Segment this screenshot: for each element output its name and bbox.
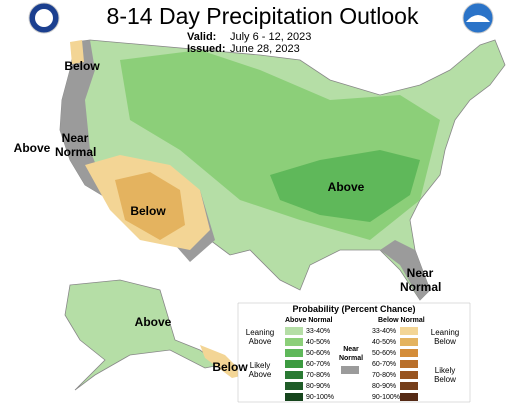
legend-swatch (400, 382, 418, 390)
near-normal-fl (380, 240, 430, 300)
legend-range: 60-70% (372, 361, 397, 368)
map-label: Above (134, 315, 172, 329)
legend-swatch (285, 371, 303, 379)
legend-header: Below Normal (378, 317, 425, 324)
legend-swatch (400, 371, 418, 379)
legend-header: Above Normal (285, 317, 333, 324)
legend-swatch (400, 349, 418, 357)
legend-swatch (285, 338, 303, 346)
legend-swatch (400, 327, 418, 335)
legend-swatch (285, 360, 303, 368)
map-label: Above (13, 141, 51, 155)
valid-label: Valid: (187, 31, 217, 43)
legend-swatch (400, 393, 418, 401)
legend-swatch (285, 382, 303, 390)
legend-swatch (400, 338, 418, 346)
legend-range: 33-40% (306, 328, 331, 335)
legend-category: Leaning Below (430, 328, 460, 346)
noaa-logo-bird (466, 15, 490, 22)
legend-range: 40-50% (306, 339, 331, 346)
legend-range: 60-70% (306, 361, 331, 368)
legend-range: 90-100% (372, 394, 401, 401)
above-50-core (270, 150, 420, 222)
legend-swatch (341, 366, 359, 374)
legend-category: Near Normal (338, 346, 364, 362)
title: 8-14 Day Precipitation Outlook (106, 3, 419, 29)
legend-range: 80-90% (372, 383, 397, 390)
issued-label: Issued: (187, 43, 226, 55)
legend-swatch (400, 360, 418, 368)
map-label: Below (212, 360, 248, 374)
below-40-sw (115, 172, 185, 240)
legend-swatch (285, 327, 303, 335)
legend-range: 50-60% (306, 350, 331, 357)
legend-category: Leaning Above (245, 328, 275, 346)
legend-range: 80-90% (306, 383, 331, 390)
legend-range: 70-80% (306, 372, 331, 379)
legend-range: 50-60% (372, 350, 397, 357)
issued-date: June 28, 2023 (230, 43, 300, 55)
map-label: Below (130, 204, 166, 218)
alaska (64, 279, 221, 391)
below-wa (70, 40, 84, 64)
legend-category: Likely Above (248, 361, 272, 379)
map-label: Near Normal (400, 266, 442, 294)
map-label: Below (64, 59, 100, 73)
below-ak-panhandle (200, 345, 245, 378)
legend-range: 33-40% (372, 328, 397, 335)
legend-range: 40-50% (372, 339, 397, 346)
legend-range: 70-80% (372, 372, 397, 379)
legend-swatch (285, 349, 303, 357)
near-normal-west (60, 40, 110, 200)
valid-dates: July 6 - 12, 2023 (230, 31, 312, 43)
legend-swatch (285, 393, 303, 401)
legend-range: 90-100% (306, 394, 335, 401)
legend-title: Probability (Percent Chance) (292, 304, 416, 314)
map-label: Near Normal (55, 131, 97, 159)
doc-logo-inner (35, 9, 53, 27)
legend-category: Likely Below (434, 366, 456, 384)
map-label: Above (327, 180, 365, 194)
